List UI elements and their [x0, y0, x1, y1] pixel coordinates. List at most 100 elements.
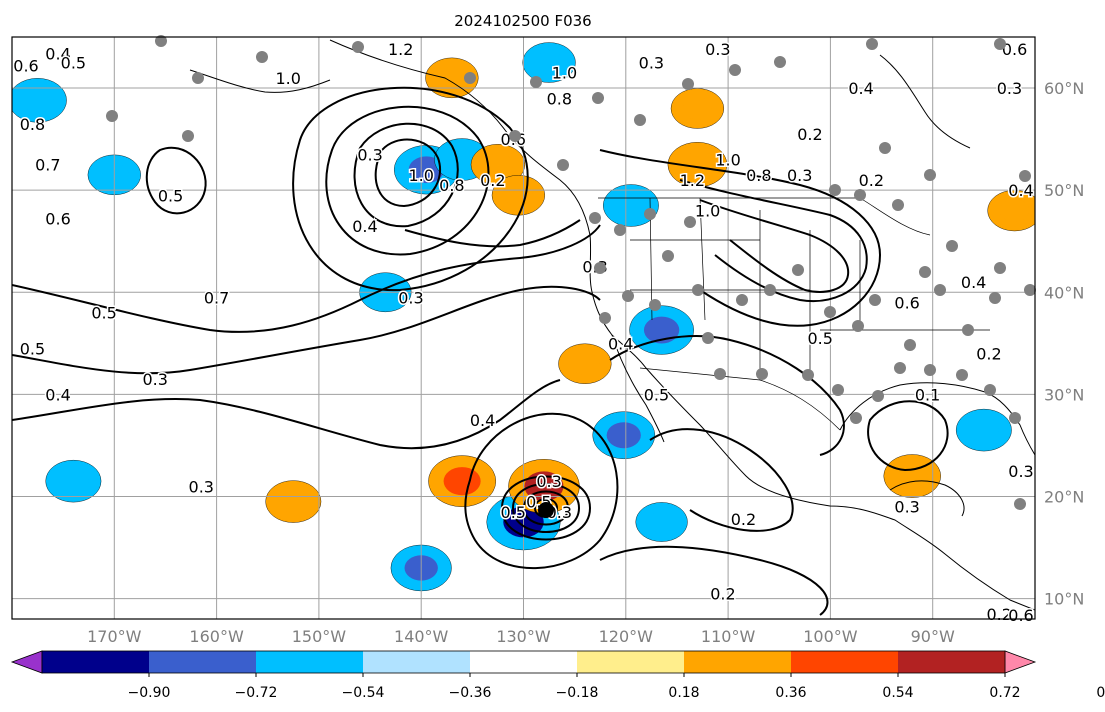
station-marker [802, 369, 814, 381]
station-marker [662, 250, 674, 262]
contour-label: 1.0 [552, 64, 577, 83]
contour-label: 0.2 [976, 345, 1001, 364]
contour-cyclone-ring-2 [522, 490, 570, 526]
station-marker [182, 130, 194, 142]
anomaly-core-3 [483, 153, 513, 176]
lat-tick-label: 10°N [1044, 590, 1084, 609]
station-marker [764, 284, 776, 296]
station-marker [872, 390, 884, 402]
station-marker [852, 320, 864, 332]
station-marker [622, 290, 634, 302]
colorbar-tick-label: −0.90 [128, 685, 171, 701]
station-marker [774, 56, 786, 68]
coastline-hudson-bay [879, 54, 971, 149]
contour-label: 0.3 [705, 40, 730, 59]
colorbar-tick-label: 0.90 [1096, 685, 1105, 701]
contour-label: 1.0 [408, 166, 433, 185]
contour-label: 0.5 [91, 304, 116, 323]
contour-label: 0.5 [644, 385, 669, 404]
contour-gyre-north-pacific [145, 146, 207, 215]
station-marker [1014, 498, 1026, 510]
station-marker [736, 294, 748, 306]
observation-stations [106, 35, 1036, 510]
anomaly-core-4 [503, 184, 533, 207]
station-marker [824, 306, 836, 318]
contour-east-pacific-0-2 [599, 545, 829, 616]
contour-label: 0.3 [536, 472, 561, 491]
colorbar-segment [898, 651, 1006, 673]
anomaly-core-25 [682, 97, 712, 120]
cyclone-center-marker [538, 502, 554, 518]
station-marker [530, 76, 542, 88]
lon-tick-label: 150°W [292, 627, 347, 646]
station-marker [682, 78, 694, 90]
gridlines [12, 37, 1035, 619]
contour-label: 0.4 [608, 334, 633, 353]
station-marker [684, 216, 696, 228]
station-marker [464, 72, 476, 84]
contour-label: 0.7 [204, 288, 229, 307]
station-marker [962, 324, 974, 336]
colorbar-segment [791, 651, 899, 673]
colorbar-segment [470, 651, 578, 673]
contour-label: 0.8 [439, 176, 464, 195]
contour-label: 0.7 [35, 156, 60, 175]
contour-label: 0.3 [894, 498, 919, 517]
station-marker [956, 369, 968, 381]
contour-label: 0.2 [797, 125, 822, 144]
contour-cyclone-ring-3 [511, 483, 581, 533]
station-marker [644, 208, 656, 220]
contour-label: 0.3 [189, 477, 214, 496]
anomaly-core-22 [534, 51, 564, 74]
contour-southwest-us [609, 335, 845, 456]
contour-label: 0.8 [20, 115, 45, 134]
colorbar-tick-label: −0.54 [342, 685, 385, 701]
station-marker [192, 72, 204, 84]
anomaly-core-5 [21, 88, 54, 113]
station-marker [869, 294, 881, 306]
anomaly-core-9 [643, 316, 680, 344]
contour-cyclone-outer [464, 412, 619, 570]
contour-label: 0.4 [352, 217, 377, 236]
station-marker [594, 262, 606, 274]
lat-tick-label: 60°N [1044, 79, 1084, 98]
contour-aleutian-low-outer [325, 105, 490, 256]
chart-title: 2024102500 F036 [454, 12, 591, 30]
contours [12, 86, 949, 616]
station-marker [106, 110, 118, 122]
station-marker [984, 384, 996, 396]
contour-trough-us-2 [679, 179, 868, 302]
contour-label: 1.0 [695, 202, 720, 221]
colorbar-extend-max [1004, 650, 1037, 674]
contour-label: 0.3 [357, 145, 382, 164]
station-marker [850, 412, 862, 424]
contour-label: 0.1 [915, 385, 940, 404]
colorbar-segment [363, 651, 471, 673]
station-marker [599, 312, 611, 324]
colorbar-segment [256, 651, 364, 673]
contour-label: 1.2 [388, 40, 413, 59]
contour-aleutian-low-middle [353, 122, 459, 228]
colorbar: −0.90 −0.72 −0.54 −0.36 −0.18 0.18 0.36 0.54 0.7… [10, 650, 1105, 701]
station-marker [589, 212, 601, 224]
station-marker [557, 159, 569, 171]
contour-label: 0.4 [848, 79, 873, 98]
anomaly-core-23 [437, 66, 467, 89]
anomaly-core-24 [570, 352, 600, 375]
lon-tick-label: 170°W [87, 627, 142, 646]
anomaly-core-21 [647, 511, 676, 533]
lon-tick-label: 140°W [394, 627, 449, 646]
contour-label: 1.0 [715, 151, 740, 170]
colorbar-tick-label: −0.18 [556, 685, 599, 701]
station-marker [934, 284, 946, 296]
contour-label: 0.4 [45, 44, 70, 63]
coastline-alaska-aleutians [189, 69, 331, 93]
contour-aleutian-low-inner [374, 138, 441, 208]
contour-label: 0.5 [158, 186, 183, 205]
lat-tick-label: 20°N [1044, 487, 1084, 506]
contour-pacific-0-3 [12, 379, 561, 450]
lon-tick-label: 120°W [599, 627, 654, 646]
colorbar-segment [149, 651, 257, 673]
latitude-tick-labels: 10°N 20°N 30°N 40°N 50°N 60°N [1044, 79, 1084, 609]
